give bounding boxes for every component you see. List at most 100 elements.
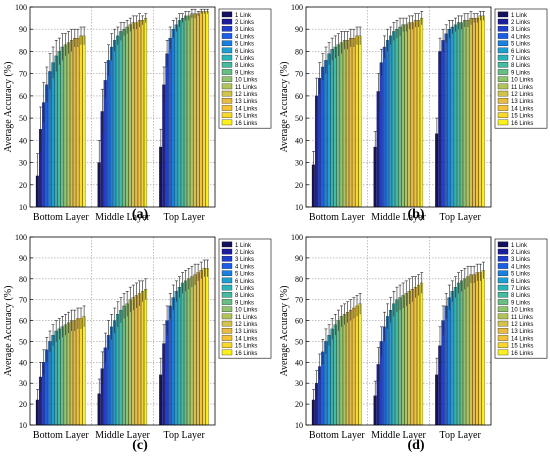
- legend-label: 14 Links: [235, 336, 257, 342]
- legend-label: 9 Links: [235, 70, 254, 76]
- legend-swatch: [497, 328, 509, 334]
- legend-swatch: [221, 342, 233, 348]
- axes-frame: [29, 6, 216, 208]
- x-tick-label: Top Layer: [164, 430, 206, 441]
- legend-label: 5 Links: [235, 272, 254, 278]
- bar-2-11: [469, 274, 473, 426]
- legend-label: 8 Links: [511, 63, 530, 69]
- y-tick-label: 60: [295, 317, 303, 326]
- bar-1-15: [144, 17, 148, 208]
- bar-1-12: [134, 295, 138, 426]
- x-tick-label: Bottom Layer: [33, 212, 89, 223]
- legend-swatch: [497, 313, 509, 320]
- legend-swatch: [497, 76, 509, 82]
- legend-label: 3 Links: [511, 27, 530, 33]
- bar-1-8: [398, 297, 402, 426]
- y-tick-label: 80: [295, 47, 303, 56]
- bar-1-10: [404, 293, 408, 426]
- legend-swatch: [497, 119, 509, 126]
- legend-swatch: [221, 248, 233, 255]
- y-tick-label: 80: [19, 275, 27, 284]
- y-tick-label: 100: [15, 3, 27, 12]
- bar-1-13: [137, 293, 141, 426]
- bar-0-6: [54, 55, 58, 208]
- bar-0-11: [346, 312, 349, 426]
- legend-swatch: [221, 263, 233, 269]
- bar-2-14: [202, 11, 206, 208]
- bar-2-11: [469, 17, 473, 208]
- bar-1-6: [116, 314, 120, 426]
- bar-1-5: [113, 320, 117, 426]
- x-tick-label: Middle Layer: [95, 212, 150, 223]
- bar-0-14: [79, 318, 83, 426]
- bar-2-5: [450, 291, 454, 426]
- bar-0-12: [349, 309, 353, 426]
- y-tick-label: 80: [295, 275, 303, 284]
- bar-2-12: [196, 272, 200, 426]
- bar-1-15: [420, 17, 424, 208]
- legend-label: 3 Links: [235, 257, 254, 263]
- bar-0-4: [48, 341, 52, 426]
- bar-1-11: [407, 22, 411, 208]
- legend-swatch: [497, 248, 509, 255]
- y-tick-label: 100: [291, 3, 303, 12]
- legend-swatch: [221, 76, 233, 82]
- legend-swatch: [221, 256, 233, 262]
- bar-1-7: [119, 309, 123, 426]
- legend-swatch: [221, 313, 233, 320]
- y-axis-label: Average Accuracy (%): [279, 62, 290, 153]
- legend-label: 1 Link: [235, 243, 252, 249]
- bar-1-4: [385, 316, 389, 426]
- bar-0-15: [82, 35, 86, 208]
- bar-1-13: [413, 287, 417, 426]
- bar-1-11: [131, 297, 135, 426]
- legend-label: 8 Links: [235, 293, 254, 299]
- y-tick-label: 40: [295, 136, 303, 145]
- bar-2-6: [177, 20, 181, 208]
- legend-swatch: [221, 26, 233, 32]
- y-tick-label: 40: [19, 358, 27, 367]
- bar-2-15: [205, 11, 209, 208]
- legend-swatch: [497, 349, 509, 356]
- bar-0-7: [57, 51, 61, 208]
- bar-2-10: [190, 276, 194, 426]
- legend-label: 7 Links: [235, 286, 254, 292]
- legend-label: 6 Links: [235, 279, 254, 285]
- legend-swatch: [497, 98, 509, 104]
- bar-1-5: [113, 40, 117, 208]
- bar-1-7: [395, 29, 399, 208]
- y-tick-label: 10: [19, 421, 27, 430]
- bar-0-7: [333, 324, 337, 426]
- legend-label: 15 Links: [511, 114, 533, 120]
- legend-swatch: [497, 292, 509, 298]
- bar-1-7: [395, 299, 399, 426]
- bar-1-5: [389, 309, 393, 426]
- y-tick-label: 90: [19, 254, 27, 263]
- bar-2-4: [447, 29, 451, 208]
- panel-label: (a): [132, 207, 149, 222]
- bar-0-13: [352, 307, 356, 426]
- bar-0-13: [352, 37, 356, 208]
- bar-2-13: [475, 272, 479, 426]
- legend-swatch: [497, 256, 509, 262]
- legend-swatch: [497, 320, 509, 327]
- legend-swatch: [497, 62, 509, 68]
- bar-2-9: [463, 278, 467, 426]
- axes-frame: [29, 236, 216, 426]
- legend-swatch: [221, 98, 233, 104]
- legend-label: 3 Links: [235, 27, 254, 33]
- y-axis-label: Average Accuracy (%): [3, 62, 14, 153]
- bar-0-15: [358, 303, 362, 426]
- legend-label: 12 Links: [511, 92, 533, 98]
- legend-swatch: [221, 112, 233, 118]
- bar-0-5: [327, 53, 331, 208]
- bar-2-9: [187, 15, 191, 208]
- x-tick-label: Middle Layer: [371, 430, 426, 441]
- legend-label: 15 Links: [235, 114, 257, 120]
- bar-0-9: [63, 324, 67, 426]
- bar-2-4: [171, 29, 175, 208]
- chart-panel-1: 10 20 30 40 50 60 70 80 90 100 Bottom Layer Middle …: [3, 3, 272, 223]
- y-tick-label: 30: [19, 159, 27, 168]
- legend-label: 1 Link: [511, 243, 528, 249]
- x-tick-label: Top Layer: [440, 430, 482, 441]
